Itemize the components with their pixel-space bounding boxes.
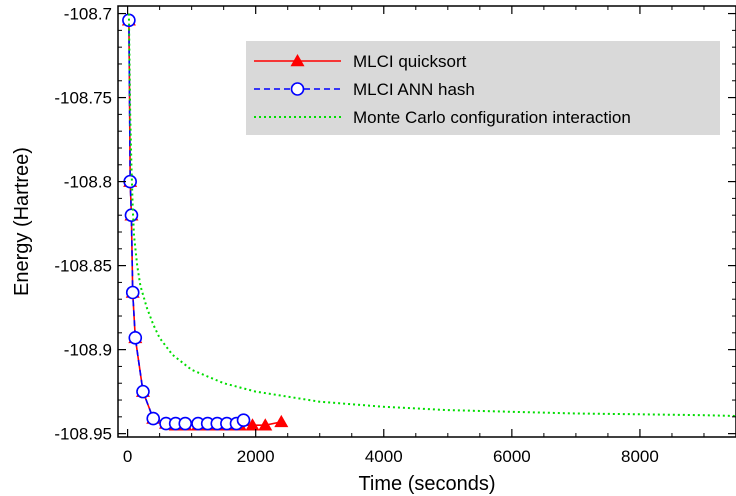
series-1-point <box>245 418 260 431</box>
y-tick-label: -108.7 <box>64 5 112 24</box>
x-tick-label: 8000 <box>621 447 659 466</box>
series-1-point <box>258 418 273 431</box>
legend-label-1: MLCI quicksort <box>353 52 467 71</box>
x-tick-label: 4000 <box>365 447 403 466</box>
series-2-point <box>178 416 193 431</box>
chart-legend: MLCI quicksort MLCI ANN hash Monte Carlo c… <box>246 41 720 135</box>
plot-frame <box>117 5 736 438</box>
series-1-point <box>274 414 289 428</box>
x-axis-title: Time (seconds) <box>358 473 495 495</box>
y-tick-label: -108.8 <box>64 173 112 192</box>
series-layer <box>121 13 736 431</box>
series-2-point <box>236 413 251 427</box>
series-2-point <box>146 411 161 426</box>
x-tick-label: 6000 <box>493 447 531 466</box>
legend-marker-1 <box>290 54 305 67</box>
axis-ticks: 0 2000 4000 6000 8000 -108.7 -108.75 -108.8 -108… <box>54 5 736 466</box>
legend-label-2: MLCI ANN hash <box>353 80 475 99</box>
series-2-point <box>136 384 150 399</box>
series-3-line <box>127 13 736 417</box>
series-2-point <box>124 208 139 222</box>
y-tick-label: -108.85 <box>54 257 112 276</box>
series-2-point <box>128 331 143 345</box>
legend-marker-2 <box>290 82 305 96</box>
plot-border <box>117 5 736 438</box>
y-tick-label: -108.9 <box>64 341 112 360</box>
y-axis-title: Energy (Hartree) <box>11 147 33 296</box>
x-tick-label: 2000 <box>237 447 275 466</box>
legend-label-3: Monte Carlo configuration interaction <box>353 108 631 127</box>
legend-box <box>246 41 720 135</box>
series-2-point <box>125 285 140 300</box>
y-tick-label: -108.75 <box>54 89 112 108</box>
series-3 <box>127 13 736 417</box>
x-tick-label: 0 <box>123 447 132 466</box>
y-tick-label: -108.95 <box>54 425 112 444</box>
